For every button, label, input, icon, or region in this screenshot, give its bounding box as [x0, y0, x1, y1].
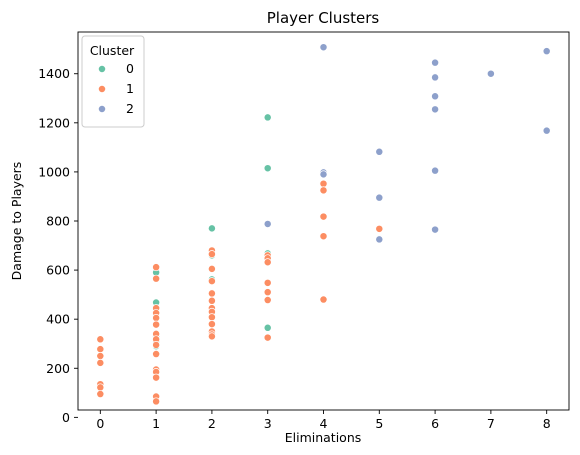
x-tick-label: 8 [543, 416, 551, 431]
data-point-cluster-1 [97, 384, 104, 391]
y-tick-label: 200 [46, 361, 70, 376]
legend-marker-cluster-0 [98, 65, 105, 72]
data-point-cluster-1 [153, 341, 160, 348]
data-point-cluster-2 [320, 171, 327, 178]
x-tick-label: 6 [431, 416, 439, 431]
x-axis: 0 1 2 3 4 5 6 7 8 [96, 410, 550, 431]
data-point-cluster-1 [320, 296, 327, 303]
data-point-cluster-1 [208, 314, 215, 321]
data-point-cluster-1 [153, 350, 160, 357]
y-tick-label: 600 [46, 263, 70, 278]
x-tick-label: 4 [320, 416, 328, 431]
y-tick-label: 1000 [38, 164, 70, 179]
data-point-cluster-1 [208, 297, 215, 304]
data-point-cluster-0 [264, 165, 271, 172]
data-point-cluster-2 [487, 70, 494, 77]
data-point-cluster-0 [264, 324, 271, 331]
data-point-cluster-1 [153, 275, 160, 282]
y-tick-label: 800 [46, 214, 70, 229]
x-tick-label: 3 [264, 416, 272, 431]
x-tick-label: 0 [96, 416, 104, 431]
y-tick-label: 0 [62, 410, 70, 425]
x-tick-label: 5 [375, 416, 383, 431]
data-point-cluster-2 [431, 226, 438, 233]
y-tick-label: 1400 [38, 66, 70, 81]
data-point-cluster-1 [264, 259, 271, 266]
data-point-cluster-1 [208, 278, 215, 285]
data-point-cluster-1 [208, 320, 215, 327]
data-point-cluster-1 [153, 314, 160, 321]
data-point-cluster-1 [264, 279, 271, 286]
x-tick-label: 7 [487, 416, 495, 431]
data-point-cluster-1 [153, 321, 160, 328]
data-point-cluster-2 [376, 194, 383, 201]
data-point-cluster-1 [208, 290, 215, 297]
data-point-cluster-1 [320, 180, 327, 187]
legend-label-cluster-0: 0 [126, 61, 134, 76]
data-point-cluster-1 [264, 334, 271, 341]
data-point-cluster-1 [320, 233, 327, 240]
data-point-cluster-2 [320, 44, 327, 51]
data-point-cluster-0 [208, 225, 215, 232]
plot-area-frame [78, 32, 569, 410]
data-point-cluster-2 [431, 59, 438, 66]
data-point-cluster-1 [97, 346, 104, 353]
data-point-cluster-1 [97, 390, 104, 397]
data-point-cluster-1 [208, 251, 215, 258]
data-point-cluster-1 [153, 264, 160, 271]
data-point-cluster-1 [320, 213, 327, 220]
chart-title: Player Clusters [267, 9, 380, 27]
data-point-cluster-1 [264, 289, 271, 296]
legend-title: Cluster [90, 43, 135, 58]
data-point-cluster-1 [208, 265, 215, 272]
data-point-cluster-1 [376, 225, 383, 232]
data-point-cluster-2 [543, 127, 550, 134]
data-point-cluster-1 [264, 296, 271, 303]
x-axis-label: Eliminations [285, 430, 362, 445]
y-tick-label: 400 [46, 312, 70, 327]
data-point-cluster-2 [264, 220, 271, 227]
data-point-cluster-1 [153, 374, 160, 381]
data-point-cluster-1 [97, 336, 104, 343]
data-point-cluster-2 [431, 167, 438, 174]
data-points [97, 44, 551, 405]
data-point-cluster-1 [97, 352, 104, 359]
data-point-cluster-2 [376, 236, 383, 243]
legend-marker-cluster-2 [98, 105, 105, 112]
data-point-cluster-2 [376, 148, 383, 155]
data-point-cluster-2 [431, 74, 438, 81]
x-tick-label: 1 [152, 416, 160, 431]
legend-marker-cluster-1 [98, 85, 105, 92]
y-axis-label: Damage to Players [9, 162, 24, 281]
data-point-cluster-1 [97, 359, 104, 366]
data-point-cluster-2 [431, 106, 438, 113]
data-point-cluster-1 [208, 333, 215, 340]
data-point-cluster-2 [543, 48, 550, 55]
data-point-cluster-1 [153, 398, 160, 405]
data-point-cluster-0 [264, 114, 271, 121]
data-point-cluster-1 [320, 187, 327, 194]
y-axis: 0 200 400 600 800 1000 1200 1400 [38, 66, 78, 425]
legend-label-cluster-2: 2 [126, 101, 134, 116]
legend-label-cluster-1: 1 [126, 81, 134, 96]
data-point-cluster-2 [431, 93, 438, 100]
x-tick-label: 2 [208, 416, 216, 431]
legend: Cluster 0 1 2 [82, 36, 144, 127]
y-tick-label: 1200 [38, 115, 70, 130]
